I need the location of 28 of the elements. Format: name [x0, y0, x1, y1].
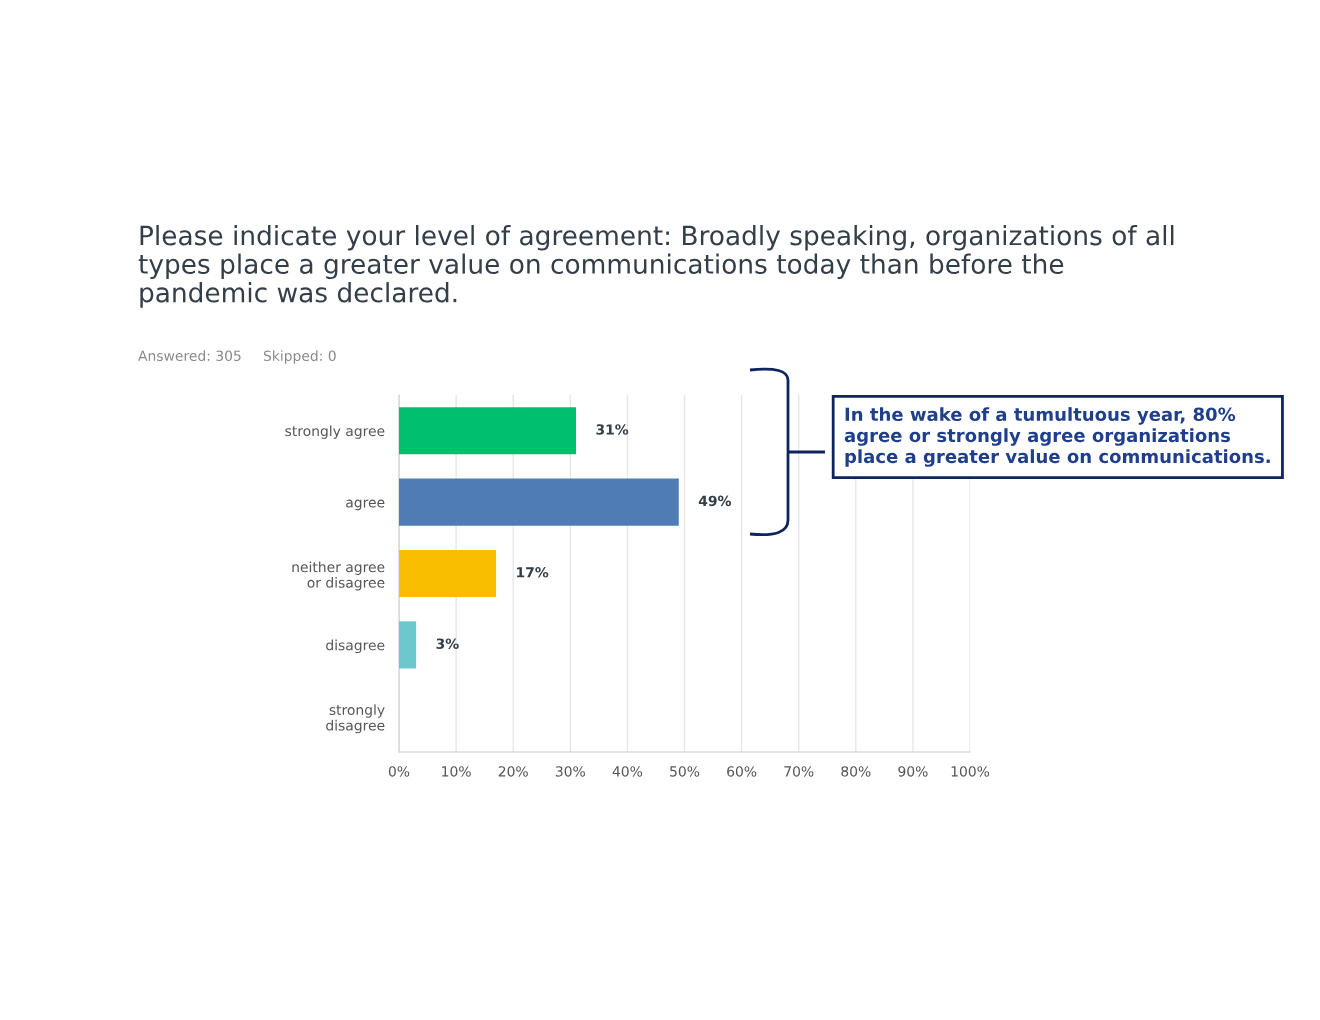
chart-title: Please indicate your level of agreement: Broadly speaking, organizations of all types place a greater value on communications today than before the pandemic was declared. [138, 225, 1174, 308]
y-tick-label: strongly agree [285, 425, 385, 439]
bar [399, 407, 577, 455]
data-label: 17% [517, 567, 549, 578]
y-tick-label: agree [346, 499, 385, 511]
y-tick-label: disagree [326, 639, 385, 654]
x-tick-label: 70% [784, 766, 814, 777]
x-tick-label: 50% [670, 766, 700, 777]
annotation: In the wake of a tumultuous year, 80% agree or strongly agree organizations place a greater value on communications. [844, 407, 1270, 467]
text: Answered: 305 [138, 350, 241, 362]
bar [399, 621, 417, 669]
x-tick-label: 0% [388, 766, 410, 777]
data-label: 3% [436, 638, 459, 649]
bar [399, 478, 679, 526]
x-tick-label: 60% [727, 766, 757, 777]
x-tick-label: 20% [498, 766, 528, 777]
data-label: 31% [596, 424, 629, 435]
bar [399, 549, 497, 598]
x-tick-label: 40% [612, 766, 643, 777]
text: Skipped: 0 [263, 350, 336, 364]
y-tick-label: neither agree or disagree [292, 561, 385, 591]
x-tick-label: 10% [442, 766, 471, 777]
x-tick-label: 90% [898, 766, 928, 777]
x-tick-label: 100% [951, 766, 990, 777]
x-tick-label: 30% [555, 766, 585, 777]
x-tick-label: 80% [841, 766, 871, 777]
y-tick-label: strongly disagree [326, 704, 385, 734]
data-label: 49% [698, 495, 732, 507]
